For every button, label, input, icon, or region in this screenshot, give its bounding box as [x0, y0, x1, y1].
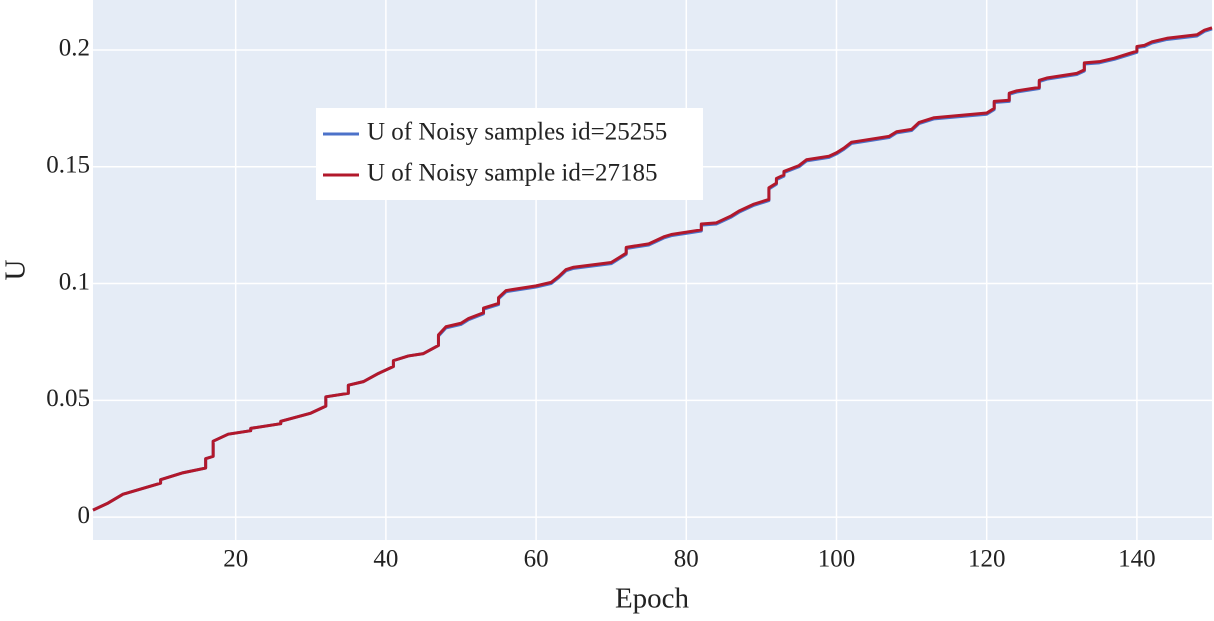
- y-tick-label: 0.2: [59, 35, 90, 62]
- y-axis-title: U: [0, 259, 32, 280]
- y-tick-label: 0.05: [46, 385, 90, 412]
- legend-box: [316, 108, 703, 200]
- x-tick-label: 20: [223, 546, 248, 573]
- y-tick-label: 0: [78, 502, 91, 529]
- x-tick-label: 60: [524, 546, 549, 573]
- y-tick-label: 0.1: [59, 268, 90, 295]
- legend-label: U of Noisy sample id=27185: [367, 160, 657, 187]
- x-tick-label: 120: [968, 546, 1006, 573]
- legend-label: U of Noisy samples id=25255: [367, 119, 667, 146]
- x-tick-label: 100: [818, 546, 856, 573]
- x-tick-label: 140: [1118, 546, 1156, 573]
- x-tick-label: 40: [373, 546, 398, 573]
- y-tick-label: 0.15: [46, 151, 90, 178]
- x-axis-title: Epoch: [615, 583, 690, 615]
- x-tick-label: 80: [674, 546, 699, 573]
- series-line: [92, 26, 1213, 512]
